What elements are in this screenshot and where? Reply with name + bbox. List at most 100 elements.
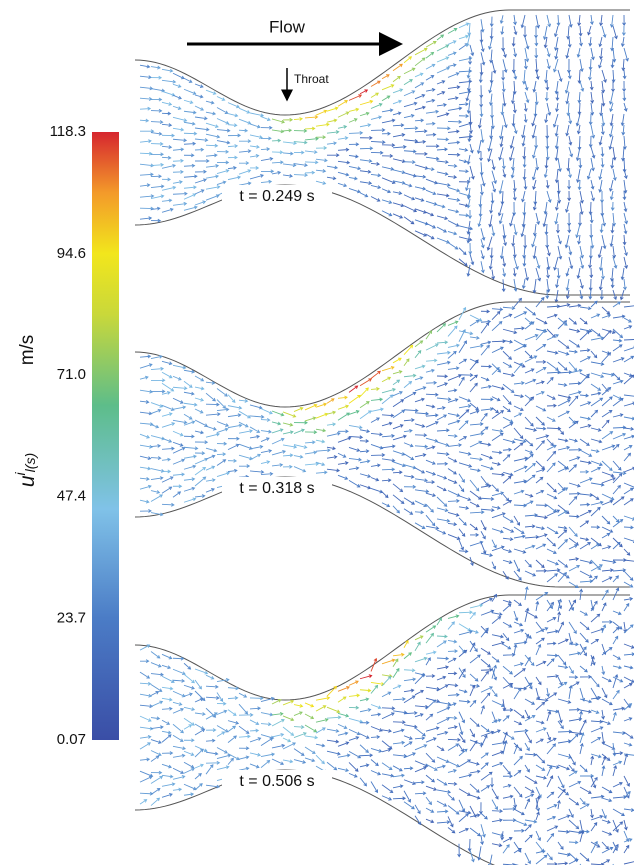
velocity-vector bbox=[205, 764, 214, 775]
velocity-vector bbox=[601, 665, 606, 676]
velocity-vector bbox=[436, 656, 450, 661]
velocity-vector bbox=[150, 152, 165, 157]
velocity-vector bbox=[425, 470, 437, 476]
velocity-vector bbox=[458, 689, 468, 694]
velocity-vector bbox=[513, 643, 518, 656]
velocity-vector bbox=[545, 179, 550, 189]
velocity-vector bbox=[579, 709, 592, 714]
velocity-vector bbox=[249, 134, 263, 139]
velocity-vector bbox=[578, 212, 582, 227]
velocity-vector bbox=[491, 505, 501, 510]
velocity-vector bbox=[568, 491, 581, 496]
velocity-vector bbox=[623, 278, 627, 291]
velocity-vector bbox=[139, 509, 152, 513]
velocity-vector bbox=[172, 656, 185, 661]
velocity-vector bbox=[150, 108, 163, 113]
velocity-vector bbox=[521, 124, 526, 139]
velocity-vector bbox=[535, 476, 544, 484]
velocity-vector bbox=[293, 759, 307, 764]
velocity-vector bbox=[469, 640, 478, 653]
velocity-vector bbox=[194, 430, 205, 435]
velocity-vector bbox=[568, 317, 577, 325]
velocity-vector bbox=[598, 278, 603, 291]
velocity-vector bbox=[546, 764, 560, 769]
velocity-vector bbox=[161, 675, 175, 684]
velocity-vector bbox=[612, 568, 627, 573]
velocity-vector bbox=[381, 458, 396, 463]
velocity-vector bbox=[337, 125, 348, 129]
velocity-vector bbox=[161, 706, 173, 711]
velocity-vector bbox=[502, 537, 514, 542]
velocity-vector bbox=[161, 664, 172, 670]
velocity-vector bbox=[612, 635, 619, 645]
velocity-vector bbox=[579, 493, 594, 497]
velocity-vector bbox=[480, 812, 488, 820]
velocity-vector bbox=[381, 675, 392, 687]
velocity-vector bbox=[523, 58, 528, 70]
velocity-vector bbox=[601, 386, 612, 396]
velocity-vector bbox=[381, 691, 392, 698]
velocity-vector bbox=[381, 365, 395, 372]
velocity-vector bbox=[414, 760, 429, 768]
velocity-vector bbox=[612, 519, 624, 528]
velocity-vector bbox=[467, 22, 472, 37]
velocity-vector bbox=[557, 399, 571, 407]
velocity-vector bbox=[557, 841, 564, 850]
velocity-vector bbox=[576, 47, 581, 58]
velocity-vector bbox=[458, 102, 469, 107]
velocity-vector bbox=[282, 430, 294, 435]
velocity-vector bbox=[552, 113, 559, 128]
velocity-vector bbox=[565, 91, 570, 105]
velocity-vector bbox=[183, 402, 198, 407]
velocity-vector bbox=[480, 496, 495, 501]
velocity-vector bbox=[623, 537, 634, 544]
velocity-vector bbox=[478, 802, 483, 815]
velocity-vector bbox=[555, 201, 559, 211]
velocity-vector bbox=[546, 825, 559, 832]
velocity-vector bbox=[392, 720, 406, 725]
velocity-vector bbox=[161, 177, 171, 182]
velocity-vector bbox=[590, 840, 598, 854]
velocity-vector bbox=[425, 380, 438, 385]
velocity-vector bbox=[425, 632, 434, 644]
velocity-vector bbox=[447, 434, 458, 438]
velocity-vector bbox=[502, 454, 511, 462]
velocity-vector bbox=[612, 781, 623, 788]
velocity-vector bbox=[601, 431, 614, 440]
velocity-vector bbox=[524, 462, 536, 473]
velocity-vector bbox=[599, 14, 603, 27]
velocity-vector bbox=[392, 111, 402, 116]
velocity-vector bbox=[183, 717, 195, 726]
velocity-vector bbox=[282, 422, 294, 427]
velocity-vector bbox=[513, 124, 518, 135]
velocity-vector bbox=[205, 447, 218, 453]
velocity-vector bbox=[469, 253, 475, 266]
velocity-vector bbox=[150, 97, 163, 102]
velocity-vector bbox=[403, 741, 413, 748]
velocity-vector bbox=[238, 118, 252, 125]
velocity-vector bbox=[458, 330, 474, 336]
velocity-vector bbox=[194, 494, 206, 498]
velocity-vector bbox=[579, 665, 588, 673]
velocity-vector bbox=[513, 412, 523, 418]
velocity-vector bbox=[414, 386, 427, 392]
velocity-vector bbox=[337, 160, 351, 165]
velocity-vector bbox=[513, 326, 525, 331]
velocity-vector bbox=[436, 706, 451, 714]
velocity-vector bbox=[403, 183, 413, 188]
velocity-vector bbox=[491, 561, 497, 570]
velocity-vector bbox=[326, 141, 338, 146]
velocity-vector bbox=[139, 183, 151, 188]
velocity-vector bbox=[557, 245, 563, 260]
colorbar bbox=[92, 132, 119, 740]
velocity-vector bbox=[172, 767, 185, 775]
velocity-vector bbox=[161, 404, 175, 411]
velocity-vector bbox=[579, 393, 590, 398]
velocity-vector bbox=[524, 493, 534, 498]
velocity-vector bbox=[612, 372, 621, 381]
velocity-vector bbox=[425, 368, 435, 373]
velocity-vector bbox=[465, 176, 471, 192]
velocity-vector bbox=[588, 201, 593, 216]
velocity-vector bbox=[612, 537, 623, 548]
velocity-vector bbox=[546, 313, 558, 319]
